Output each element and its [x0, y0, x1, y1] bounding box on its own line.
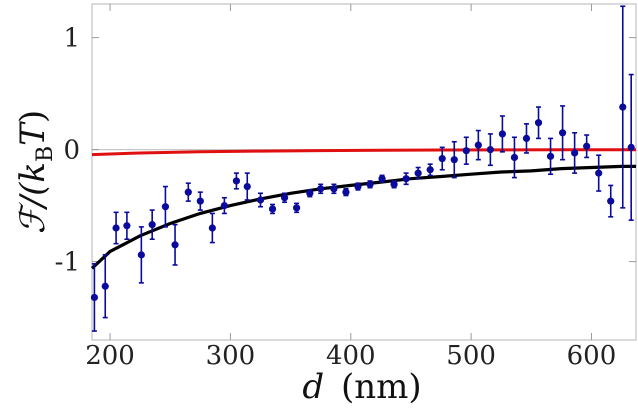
data-point — [171, 241, 179, 249]
data-point — [184, 188, 192, 196]
y-tick-label: 1 — [63, 24, 80, 54]
data-point — [90, 293, 99, 302]
x-tick-label: 600 — [567, 341, 617, 371]
data-point — [558, 129, 567, 137]
data-point — [101, 282, 109, 290]
data-point — [112, 224, 120, 232]
data-point — [208, 224, 216, 232]
data-point — [438, 154, 446, 163]
y-tick-label: -1 — [55, 248, 80, 278]
data-point — [474, 141, 482, 149]
data-point — [196, 197, 204, 205]
data-point — [546, 152, 555, 160]
data-point — [619, 103, 627, 111]
black-theory-curve — [90, 164, 636, 270]
data-point — [268, 205, 277, 213]
data-point — [462, 147, 470, 155]
x-tick-label: 400 — [326, 341, 376, 371]
y-axis-suffix: ) — [13, 110, 53, 123]
data-point — [583, 142, 591, 150]
data-point — [256, 196, 265, 204]
data-point — [354, 182, 362, 191]
data-point — [378, 175, 386, 183]
data-points — [90, 5, 635, 332]
tick-labels: 200 300 400 500 600 1 0 -1 — [55, 24, 617, 371]
data-point — [148, 221, 156, 229]
data-point — [123, 222, 131, 230]
data-point — [510, 153, 519, 162]
data-point — [498, 130, 507, 138]
data-point — [280, 194, 289, 202]
x-tick-label: 500 — [446, 341, 496, 371]
data-point — [232, 177, 241, 185]
x-tick-label: 200 — [85, 341, 135, 371]
data-point — [414, 169, 422, 177]
data-point — [161, 203, 170, 211]
y-tick-label: 0 — [63, 136, 80, 166]
data-point — [390, 180, 398, 188]
data-point — [534, 119, 543, 127]
data-point — [220, 202, 228, 210]
y-axis-k: k — [13, 162, 53, 183]
y-axis-sub: B — [33, 146, 58, 162]
data-point — [627, 143, 635, 151]
x-axis-unit: (nm) — [341, 367, 422, 407]
data-point — [342, 188, 350, 196]
data-point — [426, 166, 434, 174]
axis-ticks — [92, 4, 636, 340]
data-point — [317, 185, 325, 193]
data-point — [595, 169, 603, 177]
data-point — [293, 204, 301, 212]
data-point — [366, 180, 374, 188]
data-point — [306, 189, 314, 197]
y-axis-t: T — [13, 121, 53, 146]
x-axis-symbol: d — [302, 367, 324, 407]
data-point — [330, 185, 338, 193]
data-point — [450, 156, 458, 164]
data-point — [486, 146, 494, 154]
data-point — [522, 134, 531, 142]
x-tick-label: 300 — [206, 341, 256, 371]
data-point — [402, 175, 410, 183]
data-point — [137, 251, 145, 259]
data-point — [607, 197, 615, 205]
data-point — [243, 182, 251, 191]
data-point — [571, 149, 579, 157]
x-axis-label: d (nm) — [302, 367, 421, 407]
y-axis-prefix: ℱ/( — [13, 182, 53, 234]
y-axis-label: ℱ/(kBT) — [13, 110, 58, 234]
plot-frame — [91, 3, 637, 341]
red-theory-curve — [91, 148, 637, 157]
